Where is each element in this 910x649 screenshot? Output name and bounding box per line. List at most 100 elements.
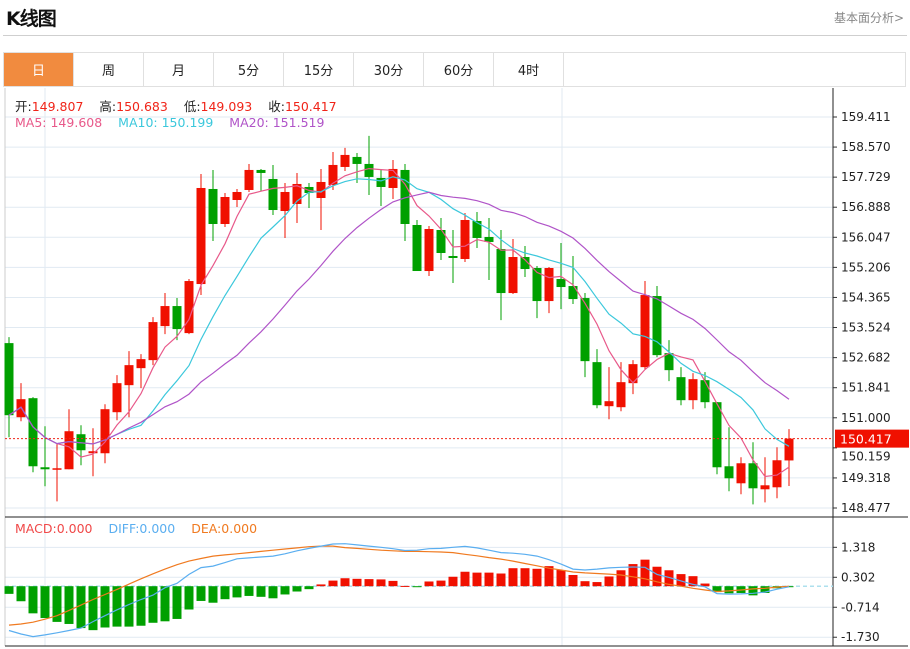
macd-bar	[532, 568, 542, 587]
macd-bar	[316, 584, 326, 587]
macd-tick-label: -0.714	[841, 600, 880, 614]
candle-down	[40, 467, 50, 470]
macd-bar	[436, 580, 446, 587]
price-tick-label: 154.365	[841, 290, 891, 304]
macd-bar	[688, 576, 698, 587]
candle-down	[724, 466, 734, 479]
candle-down	[364, 163, 374, 177]
macd-bar	[568, 574, 578, 587]
candle-down	[556, 279, 566, 288]
price-tick-label: 152.682	[841, 351, 891, 365]
macd-bar	[760, 586, 770, 593]
macd-bar	[376, 579, 386, 587]
macd-bar	[472, 572, 482, 587]
candle-up	[148, 322, 158, 361]
macd-bar	[448, 576, 458, 587]
candle-up	[244, 169, 254, 190]
macd-bar	[724, 586, 734, 594]
macd-bar	[208, 586, 218, 603]
price-tick-label: 155.206	[841, 260, 891, 274]
tab-15min[interactable]: 15分	[284, 53, 354, 86]
ma20-label: MA20:	[229, 115, 273, 130]
diff-line	[8, 543, 790, 638]
macd-bar	[748, 586, 758, 596]
candle-up	[196, 187, 206, 285]
macd-tick-label: -1.730	[841, 630, 880, 644]
ma5-label: MA5:	[15, 115, 51, 130]
price-tick-label: 149.318	[841, 471, 891, 485]
macd-bar	[676, 574, 686, 587]
macd-bar	[280, 586, 290, 595]
candle-up	[640, 295, 650, 368]
macd-bar	[364, 579, 374, 587]
macd-bar	[388, 580, 398, 587]
macd-bar	[304, 586, 314, 590]
candle-up	[460, 219, 470, 260]
price-tick-label: 156.047	[841, 230, 891, 244]
tab-5min[interactable]: 5分	[214, 53, 284, 86]
macd-bar	[412, 586, 422, 588]
tab-month[interactable]: 月	[144, 53, 214, 86]
candle-down	[496, 248, 506, 294]
tab-30min[interactable]: 30分	[354, 53, 424, 86]
candle-up	[136, 359, 146, 369]
open-label: 开:	[15, 99, 32, 114]
candle-down	[268, 178, 278, 211]
macd-bar	[220, 586, 230, 600]
macd-bar	[328, 580, 338, 587]
ma10-value: 150.199	[161, 115, 214, 130]
candle-down	[400, 169, 410, 224]
tab-60min[interactable]: 60分	[424, 53, 494, 86]
macd-bar	[4, 586, 14, 594]
macd-bar	[124, 586, 134, 627]
candle-up	[160, 306, 170, 327]
fundamental-analysis-link[interactable]: 基本面分析>	[833, 11, 904, 25]
macd-value: 0.000	[56, 521, 93, 536]
tab-week[interactable]: 周	[74, 53, 144, 86]
macd-bar	[40, 586, 50, 619]
high-value: 150.683	[116, 99, 168, 114]
candle-down	[352, 156, 362, 164]
candle-down	[700, 380, 710, 403]
tab-4hour[interactable]: 4时	[494, 53, 564, 86]
macd-bar	[88, 586, 98, 631]
candle-up	[508, 257, 518, 294]
macd-bar	[256, 586, 266, 597]
macd-bar	[184, 586, 194, 610]
price-tick-label: 150.159	[841, 450, 891, 464]
macd-bar	[244, 586, 254, 596]
candle-up	[232, 191, 242, 200]
candle-down	[652, 296, 662, 356]
candle-down	[436, 230, 446, 253]
candle-up	[784, 438, 794, 461]
macd-bar	[664, 570, 674, 587]
candle-up	[316, 181, 326, 198]
macd-bar	[580, 581, 590, 587]
price-tick-label: 151.000	[841, 411, 891, 425]
candle-down	[676, 377, 686, 401]
candle-down	[592, 362, 602, 406]
candle-up	[544, 268, 554, 302]
candle-down	[448, 255, 458, 259]
ma5-value: 149.608	[50, 115, 103, 130]
dea-label: DEA:	[191, 521, 222, 536]
candle-up	[280, 191, 290, 212]
candle-down	[28, 398, 38, 467]
macd-bar	[604, 576, 614, 587]
macd-bar	[100, 586, 110, 628]
candle-up	[388, 168, 398, 188]
macd-bar	[340, 578, 350, 587]
macd-bar	[292, 586, 302, 592]
candle-down	[256, 169, 266, 173]
candle-down	[172, 306, 182, 330]
tab-day[interactable]: 日	[4, 53, 74, 86]
price-tick-label: 159.411	[841, 110, 891, 124]
dea-value: 0.000	[221, 521, 258, 536]
open-value: 149.807	[31, 99, 84, 114]
candle-up	[760, 485, 770, 490]
candle-down	[484, 236, 494, 242]
macd-bar	[592, 582, 602, 587]
macd-bar	[424, 581, 434, 587]
candle-up	[628, 364, 638, 384]
